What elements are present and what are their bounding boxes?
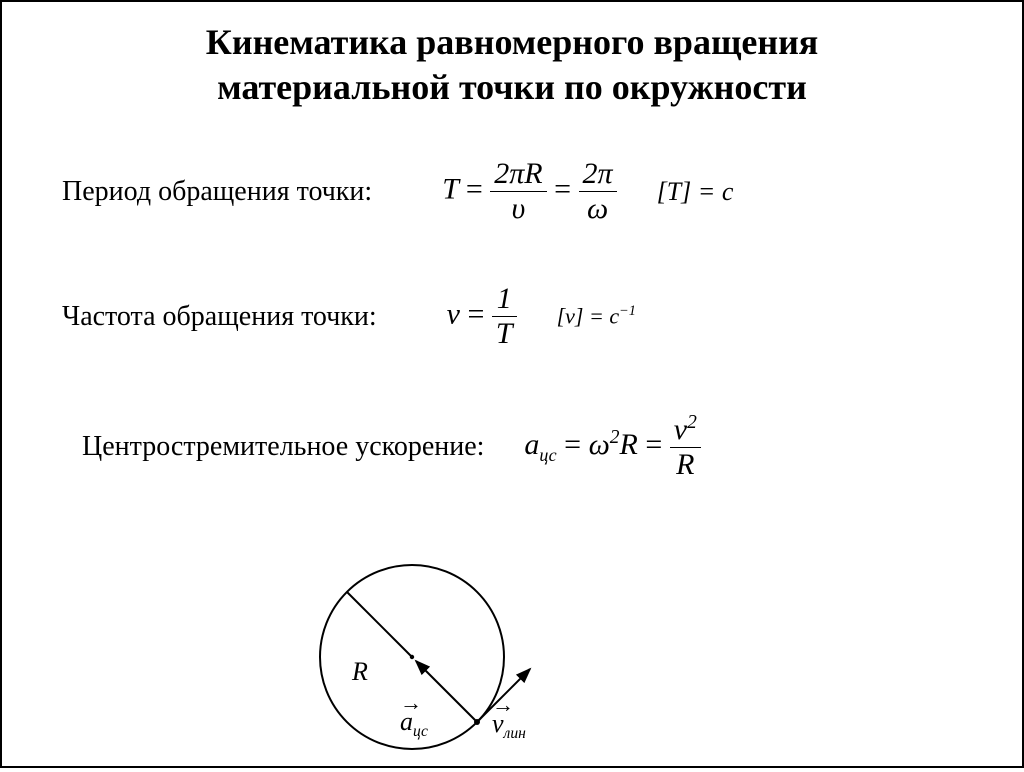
accel-eq: aцс = ω2R = v2 R (524, 412, 700, 482)
title-line-2: материальной точки по окружности (217, 67, 807, 107)
accel-v: v (674, 413, 687, 446)
row-period: Период обращения точки: T = 2πR υ = 2π ω… (62, 157, 982, 226)
period-formula: T = 2πR υ = 2π ω [T] = c (372, 157, 982, 226)
accel-a: a (524, 428, 539, 461)
accel-R: R (620, 428, 638, 461)
acceleration-label: Центростремительное ускорение: (82, 431, 484, 463)
row-acceleration: Центростремительное ускорение: aцс = ω2R… (82, 412, 982, 482)
period-unit: [T] = c (657, 177, 734, 207)
accel-omega: ω (589, 428, 610, 461)
acceleration-formula: aцс = ω2R = v2 R (484, 412, 982, 482)
period-eq: T = 2πR υ = 2π ω (442, 157, 616, 226)
freq-nu: ν (447, 297, 460, 330)
slide-title: Кинематика равномерного вращения материа… (2, 2, 1022, 110)
period-frac1-num: 2πR (490, 157, 546, 192)
freq-frac-den: T (492, 317, 517, 351)
period-T: T (442, 172, 458, 205)
diagram-a-sub: цс (413, 723, 428, 740)
period-label: Период обращения точки: (62, 176, 372, 208)
diagram-v-sym: v (492, 709, 504, 738)
slide: Кинематика равномерного вращения материа… (0, 0, 1024, 768)
freq-frac-num: 1 (492, 282, 517, 317)
accel-omega-exp: 2 (610, 427, 620, 448)
period-frac2-den: ω (579, 192, 617, 226)
diagram-R-label: R (352, 657, 368, 687)
freq-unit: [ν] = c−1 (557, 303, 636, 329)
diagram-v-sub: лин (504, 725, 526, 742)
row-frequency: Частота обращения точки: ν = 1 T [ν] = c… (62, 282, 982, 351)
freq-unit-lhs: [ν] = (557, 304, 604, 329)
accel-a-sub: цс (539, 445, 556, 465)
title-line-1: Кинематика равномерного вращения (206, 22, 819, 62)
accel-frac-den: R (670, 448, 701, 482)
period-frac2-num: 2π (579, 157, 617, 192)
diagram-v-label: vлин (492, 709, 526, 743)
accel-v-exp: 2 (687, 412, 697, 433)
diagram-a-label: aцс (400, 707, 428, 741)
diagram-radius-upper (347, 592, 412, 657)
freq-unit-c: c (609, 304, 619, 329)
diagram-svg (282, 557, 602, 767)
freq-unit-exp: −1 (619, 303, 636, 319)
period-frac1-den: υ (490, 192, 546, 226)
diagram-a-sym: a (400, 707, 413, 736)
circle-diagram: R aцс vлин (282, 557, 602, 772)
freq-eq: ν = 1 T (447, 282, 517, 351)
frequency-label: Частота обращения точки: (62, 301, 377, 333)
frequency-formula: ν = 1 T [ν] = c−1 (377, 282, 982, 351)
